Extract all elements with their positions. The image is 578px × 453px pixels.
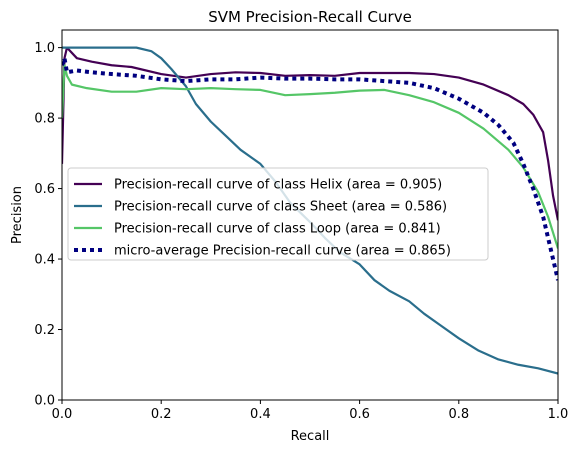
series-layer — [62, 46, 558, 375]
x-axis-ticks: 0.0 0.2 0.4 0.6 0.8 1.0 — [52, 400, 569, 422]
y-axis-ticks: 0.0 0.2 0.4 0.6 0.8 1.0 — [34, 41, 62, 409]
y-tick-label: 0.4 — [34, 253, 55, 268]
legend-label-1: Precision-recall curve of class Sheet (a… — [114, 200, 447, 215]
chart-title: SVM Precision-Recall Curve — [208, 8, 412, 26]
x-tick-label: 0.6 — [349, 407, 370, 422]
legend: Precision-recall curve of class Helix (a… — [67, 167, 489, 261]
plot-frame — [61, 29, 559, 401]
plot-area — [61, 29, 559, 401]
x-tick-label: 0.8 — [448, 407, 469, 422]
x-tick-label: 1.0 — [548, 407, 569, 422]
y-tick-label: 0.0 — [34, 394, 55, 409]
series-line-2 — [62, 64, 558, 249]
y-tick-label: 0.2 — [34, 323, 55, 338]
legend-label-2: Precision-recall curve of class Loop (ar… — [114, 222, 441, 237]
x-axis-label: Recall — [291, 429, 330, 444]
legend-box — [67, 167, 489, 261]
legend-label-0: Precision-recall curve of class Helix (a… — [114, 178, 442, 193]
y-tick-label: 0.8 — [34, 112, 55, 127]
x-tick-label: 0.2 — [151, 407, 172, 422]
y-axis-label: Precision — [10, 186, 25, 244]
legend-label-3: micro-average Precision-recall curve (ar… — [114, 244, 451, 259]
y-tick-label: 1.0 — [34, 41, 55, 56]
y-tick-label: 0.6 — [34, 182, 55, 197]
x-tick-label: 0.0 — [52, 407, 73, 422]
series-line-3 — [62, 56, 558, 281]
x-tick-label: 0.4 — [250, 407, 271, 422]
series-line-0 — [62, 46, 558, 221]
